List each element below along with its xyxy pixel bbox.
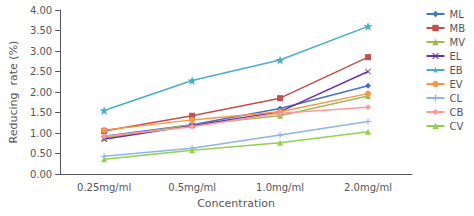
svg-text:ML: ML xyxy=(450,9,465,20)
svg-text:Concentration: Concentration xyxy=(197,197,275,210)
svg-text:0.00: 0.00 xyxy=(30,169,52,180)
svg-text:MB: MB xyxy=(450,23,466,34)
svg-text:0.25mg/ml: 0.25mg/ml xyxy=(77,182,131,193)
svg-text:Reducing rate (%): Reducing rate (%) xyxy=(7,41,20,144)
svg-text:3.00: 3.00 xyxy=(30,46,52,57)
svg-text:0.5mg/ml: 0.5mg/ml xyxy=(168,182,216,193)
svg-text:2.0mg/ml: 2.0mg/ml xyxy=(344,182,392,193)
svg-text:EV: EV xyxy=(450,79,463,90)
svg-text:CL: CL xyxy=(450,93,463,104)
svg-text:0.50: 0.50 xyxy=(30,148,52,159)
svg-text:EL: EL xyxy=(450,51,462,62)
svg-text:2.00: 2.00 xyxy=(30,87,52,98)
svg-text:CV: CV xyxy=(450,121,464,132)
svg-text:1.00: 1.00 xyxy=(30,128,52,139)
svg-text:CB: CB xyxy=(450,107,464,118)
svg-text:MV: MV xyxy=(450,37,466,48)
svg-text:1.50: 1.50 xyxy=(30,107,52,118)
svg-text:2.50: 2.50 xyxy=(30,66,52,77)
svg-text:3.50: 3.50 xyxy=(30,25,52,36)
svg-text:EB: EB xyxy=(450,65,463,76)
svg-text:1.0mg/ml: 1.0mg/ml xyxy=(256,182,304,193)
svg-text:4.00: 4.00 xyxy=(30,5,52,16)
